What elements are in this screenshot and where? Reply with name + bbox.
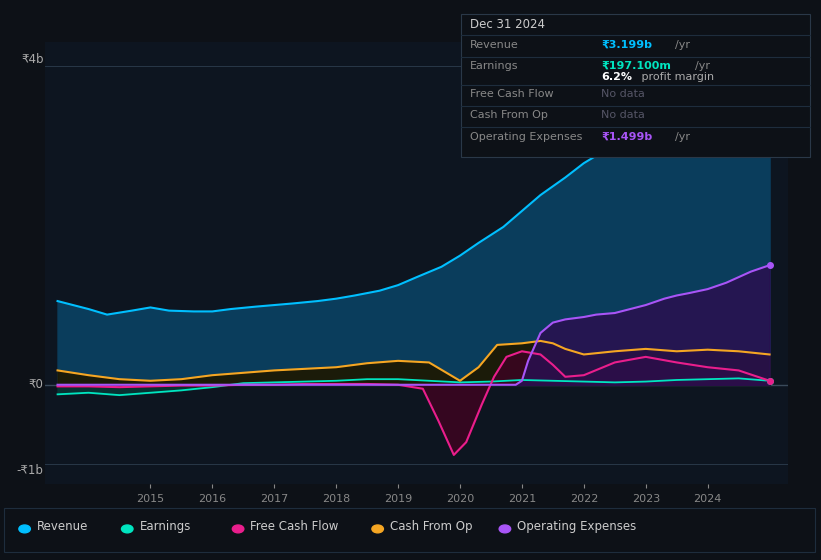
Text: No data: No data	[601, 89, 644, 99]
Text: ₹197.100m: ₹197.100m	[601, 61, 671, 71]
Text: ₹0: ₹0	[29, 378, 44, 391]
Text: No data: No data	[601, 110, 644, 120]
Text: /yr: /yr	[675, 40, 690, 50]
Text: Free Cash Flow: Free Cash Flow	[250, 520, 339, 533]
Text: ₹4b: ₹4b	[21, 53, 44, 66]
Text: /yr: /yr	[695, 61, 710, 71]
Text: Operating Expenses: Operating Expenses	[470, 132, 582, 142]
Text: Cash From Op: Cash From Op	[390, 520, 472, 533]
Text: Operating Expenses: Operating Expenses	[517, 520, 636, 533]
Text: Revenue: Revenue	[37, 520, 89, 533]
Text: -₹1b: -₹1b	[16, 464, 44, 478]
Text: profit margin: profit margin	[638, 72, 714, 82]
Text: ₹3.199b: ₹3.199b	[601, 40, 652, 50]
Text: Cash From Op: Cash From Op	[470, 110, 548, 120]
Text: Free Cash Flow: Free Cash Flow	[470, 89, 553, 99]
Text: ₹1.499b: ₹1.499b	[601, 132, 652, 142]
Text: Earnings: Earnings	[140, 520, 191, 533]
Text: 6.2%: 6.2%	[601, 72, 632, 82]
Text: Dec 31 2024: Dec 31 2024	[470, 18, 544, 31]
Text: /yr: /yr	[675, 132, 690, 142]
Text: Revenue: Revenue	[470, 40, 518, 50]
Text: Earnings: Earnings	[470, 61, 518, 71]
